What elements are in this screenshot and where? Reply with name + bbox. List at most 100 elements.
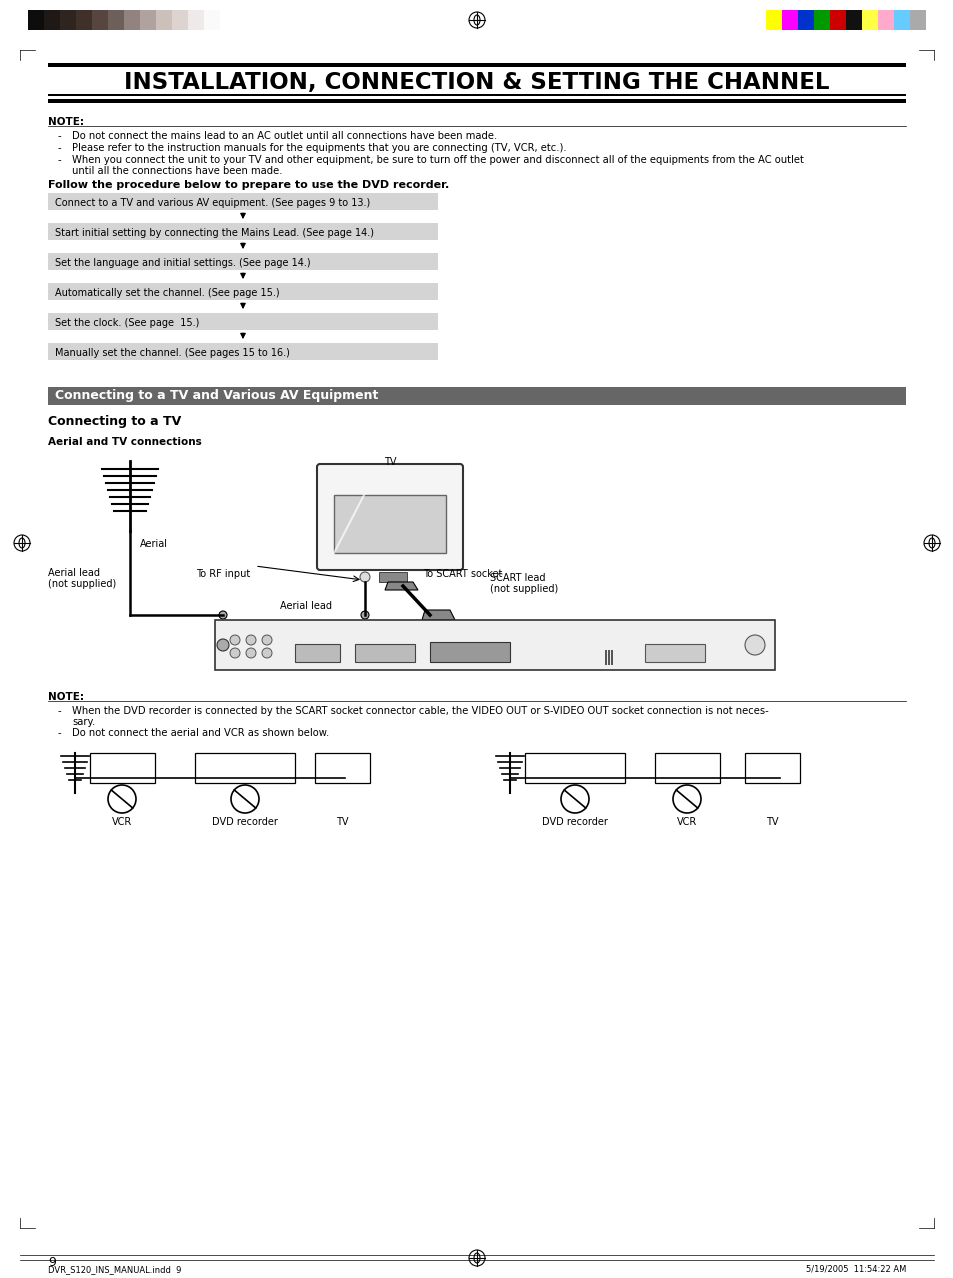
- Text: NOTE:: NOTE:: [48, 118, 84, 127]
- Bar: [188, 10, 204, 29]
- Bar: [172, 10, 188, 29]
- Circle shape: [672, 785, 700, 813]
- Text: Aerial and TV connections: Aerial and TV connections: [48, 437, 201, 447]
- Circle shape: [230, 635, 240, 645]
- Circle shape: [231, 785, 258, 813]
- Text: Do not connect the aerial and VCR as shown below.: Do not connect the aerial and VCR as sho…: [71, 728, 329, 737]
- Bar: [607, 651, 609, 665]
- Text: Connecting to a TV and Various AV Equipment: Connecting to a TV and Various AV Equipm…: [55, 390, 378, 403]
- Bar: [28, 10, 44, 29]
- Bar: [48, 313, 437, 330]
- Circle shape: [560, 785, 588, 813]
- Bar: [124, 10, 140, 29]
- Text: (not supplied): (not supplied): [48, 579, 116, 589]
- Bar: [204, 10, 220, 29]
- Bar: [214, 620, 774, 670]
- Bar: [781, 10, 797, 29]
- Circle shape: [246, 648, 255, 658]
- Text: -: -: [58, 728, 62, 737]
- Bar: [797, 10, 813, 29]
- Bar: [48, 95, 905, 96]
- Bar: [644, 644, 704, 662]
- Bar: [48, 343, 437, 360]
- Text: -: -: [58, 705, 62, 716]
- Circle shape: [230, 648, 240, 658]
- Text: Aerial lead: Aerial lead: [280, 601, 332, 611]
- FancyBboxPatch shape: [316, 464, 462, 570]
- Text: Start initial setting by connecting the Mains Lead. (See page 14.): Start initial setting by connecting the …: [55, 227, 374, 238]
- Text: Please refer to the instruction manuals for the equipments that you are connecti: Please refer to the instruction manuals …: [71, 143, 566, 153]
- Bar: [60, 10, 76, 29]
- Bar: [314, 753, 370, 783]
- Text: Follow the procedure below to prepare to use the DVD recorder.: Follow the procedure below to prepare to…: [48, 180, 449, 190]
- Text: VCR: VCR: [112, 817, 132, 827]
- Text: TV: TV: [765, 817, 778, 827]
- Text: (not supplied): (not supplied): [490, 584, 558, 594]
- Bar: [48, 193, 437, 210]
- Bar: [829, 10, 845, 29]
- Bar: [355, 644, 415, 662]
- Text: -: -: [58, 143, 62, 153]
- Text: Automatically set the channel. (See page 15.): Automatically set the channel. (See page…: [55, 288, 279, 298]
- Text: until all the connections have been made.: until all the connections have been made…: [71, 166, 282, 176]
- Text: -: -: [58, 155, 62, 165]
- Text: Connecting to a TV: Connecting to a TV: [48, 415, 181, 428]
- Bar: [48, 222, 437, 240]
- Bar: [893, 10, 909, 29]
- Text: TV: TV: [383, 458, 395, 466]
- Text: Aerial: Aerial: [140, 539, 168, 550]
- Bar: [91, 10, 108, 29]
- Circle shape: [262, 648, 272, 658]
- Text: SCART lead: SCART lead: [490, 573, 545, 583]
- Bar: [877, 10, 893, 29]
- Text: NOTE:: NOTE:: [48, 691, 84, 702]
- Circle shape: [359, 573, 370, 581]
- Bar: [108, 10, 124, 29]
- Bar: [909, 10, 925, 29]
- Bar: [655, 753, 720, 783]
- Bar: [48, 253, 437, 270]
- Bar: [845, 10, 862, 29]
- Bar: [48, 282, 437, 300]
- Text: sary.: sary.: [71, 717, 95, 727]
- Bar: [378, 573, 407, 581]
- Bar: [294, 644, 339, 662]
- Text: 9: 9: [48, 1256, 56, 1269]
- Text: To RF input: To RF input: [195, 569, 250, 579]
- Bar: [76, 10, 91, 29]
- Text: -: -: [58, 132, 62, 141]
- Text: TV: TV: [335, 817, 348, 827]
- Bar: [44, 10, 60, 29]
- Text: DVD recorder: DVD recorder: [212, 817, 277, 827]
- Text: VCR: VCR: [677, 817, 697, 827]
- Bar: [430, 642, 510, 662]
- Text: Connect to a TV and various AV equipment. (See pages 9 to 13.): Connect to a TV and various AV equipment…: [55, 198, 370, 207]
- Bar: [862, 10, 877, 29]
- Text: Set the language and initial settings. (See page 14.): Set the language and initial settings. (…: [55, 257, 311, 267]
- Bar: [90, 753, 154, 783]
- Bar: [604, 651, 606, 665]
- Bar: [524, 753, 624, 783]
- Text: DVD recorder: DVD recorder: [541, 817, 607, 827]
- Text: Manually set the channel. (See pages 15 to 16.): Manually set the channel. (See pages 15 …: [55, 348, 290, 358]
- Bar: [48, 98, 905, 104]
- Circle shape: [219, 611, 227, 619]
- Circle shape: [262, 635, 272, 645]
- Text: DVR_S120_INS_MANUAL.indd  9: DVR_S120_INS_MANUAL.indd 9: [48, 1265, 181, 1274]
- Text: Set the clock. (See page  15.): Set the clock. (See page 15.): [55, 317, 199, 327]
- Circle shape: [744, 635, 764, 656]
- Bar: [765, 10, 781, 29]
- Bar: [194, 753, 294, 783]
- Circle shape: [360, 611, 369, 619]
- Text: When the DVD recorder is connected by the SCART socket connector cable, the VIDE: When the DVD recorder is connected by th…: [71, 705, 768, 716]
- Bar: [156, 10, 172, 29]
- Bar: [813, 10, 829, 29]
- Bar: [140, 10, 156, 29]
- Text: To SCART socket: To SCART socket: [422, 569, 502, 579]
- Bar: [744, 753, 800, 783]
- Bar: [334, 495, 446, 553]
- Text: When you connect the unit to your TV and other equipment, be sure to turn off th: When you connect the unit to your TV and…: [71, 155, 803, 165]
- Bar: [610, 651, 613, 665]
- Circle shape: [246, 635, 255, 645]
- Text: 5/19/2005  11:54:22 AM: 5/19/2005 11:54:22 AM: [804, 1265, 905, 1274]
